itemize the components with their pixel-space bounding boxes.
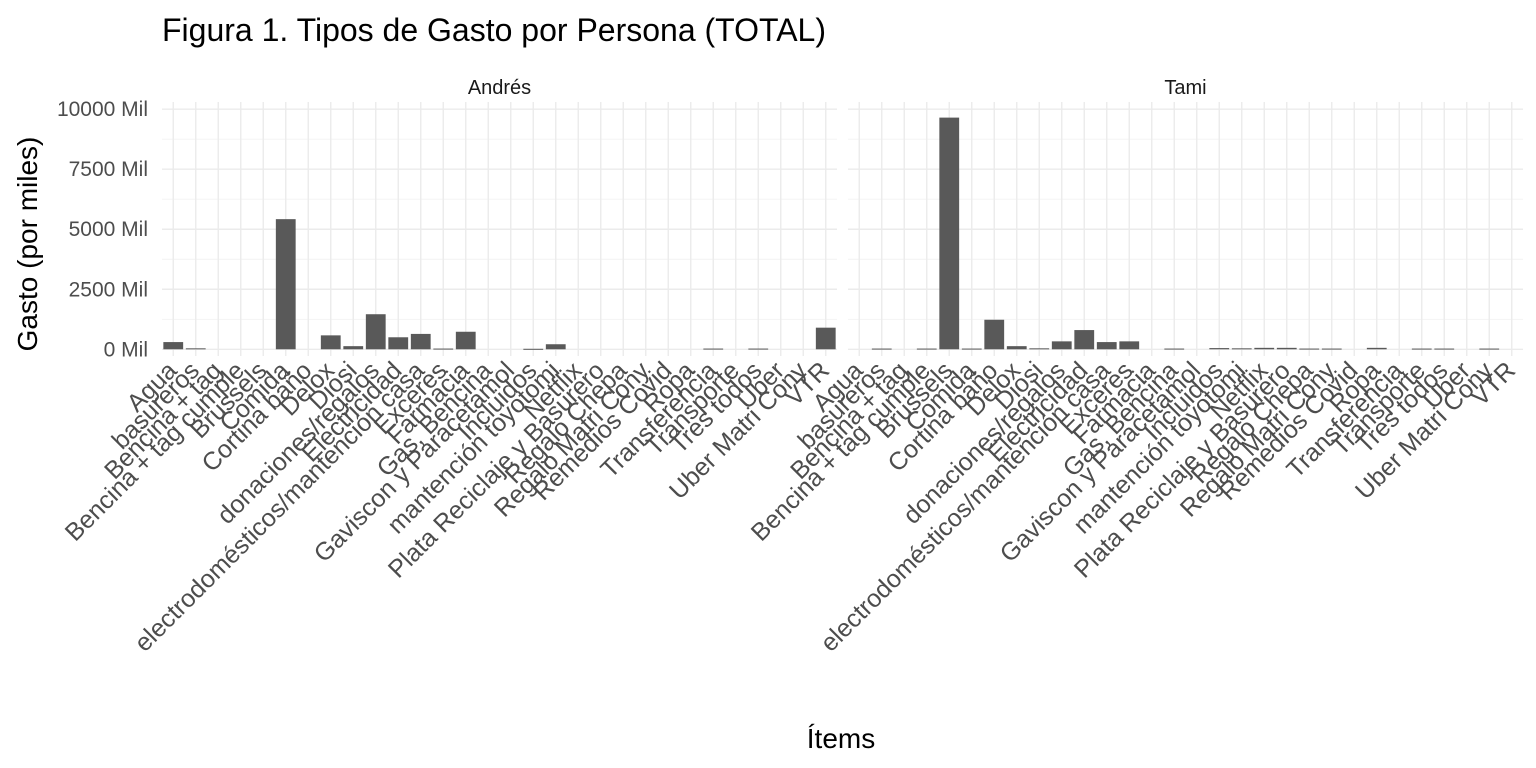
bar <box>320 335 341 350</box>
bar <box>1096 342 1117 350</box>
bar <box>410 333 431 350</box>
y-axis: 0 Mil 2500 Mil 5000 Mil 7500 Mil 10000 Mil <box>57 98 148 361</box>
bar <box>871 348 892 350</box>
y-tick-label: 7500 Mil <box>69 158 148 181</box>
bar <box>1479 348 1500 350</box>
bar <box>523 348 544 350</box>
bar <box>343 346 364 350</box>
bar <box>1254 347 1275 350</box>
bar <box>275 219 296 350</box>
bar <box>163 342 184 350</box>
bar <box>433 348 454 350</box>
y-tick-label: 10000 Mil <box>57 98 148 121</box>
bar <box>939 117 960 350</box>
x-axis-title: Ítems <box>807 723 875 754</box>
chart-title: Figura 1. Tipos de Gasto por Persona (TO… <box>162 12 826 48</box>
facet-strip-label: Andrés <box>468 77 531 99</box>
bar <box>1321 348 1342 350</box>
bar <box>388 337 409 350</box>
bar <box>916 348 937 350</box>
bar <box>1209 348 1230 350</box>
bar <box>984 319 1005 350</box>
bar <box>1299 348 1320 350</box>
bar <box>455 331 476 350</box>
bar <box>1231 348 1252 350</box>
y-axis-title: Gasto (por miles) <box>12 137 43 352</box>
bar <box>185 348 206 350</box>
bar <box>1276 347 1297 350</box>
bar <box>815 327 836 350</box>
y-tick-label: 2500 Mil <box>69 278 148 301</box>
bar <box>1119 341 1140 350</box>
bar <box>961 348 982 350</box>
bar <box>1051 341 1072 350</box>
bar <box>545 344 566 350</box>
bar <box>365 314 386 350</box>
bar <box>1029 348 1050 350</box>
bar <box>1074 330 1095 350</box>
bar <box>1006 346 1027 350</box>
bar <box>748 348 769 350</box>
bar <box>1164 348 1185 350</box>
y-tick-label: 5000 Mil <box>69 218 148 241</box>
bar <box>1434 348 1455 350</box>
bar <box>703 348 724 350</box>
bar <box>1366 347 1387 350</box>
bar <box>1411 348 1432 350</box>
facet-strip-label: Tami <box>1164 77 1206 99</box>
y-tick-label: 0 Mil <box>104 338 148 361</box>
